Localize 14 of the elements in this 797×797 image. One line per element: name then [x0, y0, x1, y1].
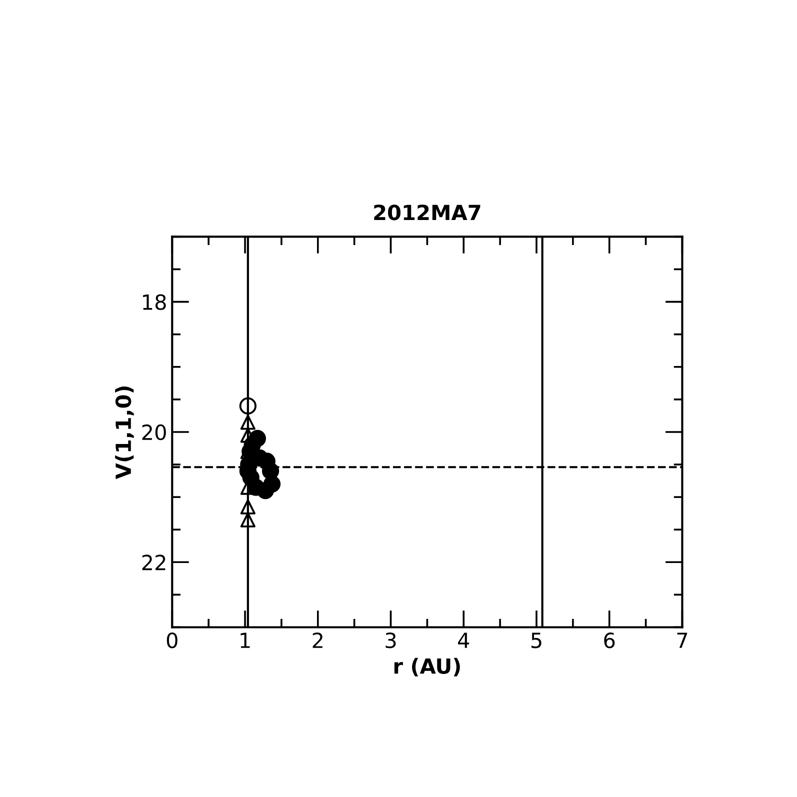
chart-title: 2012MA7	[374, 204, 480, 220]
x-tick-label: 1	[240, 632, 250, 648]
x-axis-title: r (AU)	[394, 658, 460, 676]
y-tick-label: 22	[142, 554, 166, 570]
y-axis-title: V(1,1,0)	[115, 386, 134, 480]
x-tick-label: 0	[166, 632, 178, 648]
x-tick-label: 5	[531, 632, 542, 648]
x-tick-label: 2	[312, 632, 322, 648]
y-tick-label: 18	[143, 294, 166, 310]
x-tick-label: 4	[458, 632, 470, 648]
x-tick-label: 6	[604, 632, 615, 648]
x-tick-label: 7	[677, 632, 688, 648]
x-tick-label: 3	[386, 632, 396, 648]
y-tick-label: 20	[142, 424, 166, 440]
